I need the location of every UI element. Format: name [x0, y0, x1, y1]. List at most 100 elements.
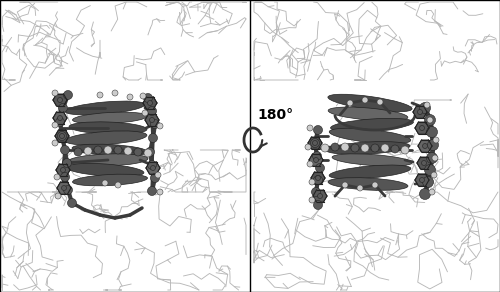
- Ellipse shape: [332, 154, 412, 166]
- Circle shape: [150, 117, 154, 123]
- Circle shape: [381, 144, 389, 152]
- Ellipse shape: [65, 131, 147, 145]
- Polygon shape: [311, 172, 325, 184]
- Circle shape: [424, 164, 436, 175]
- Polygon shape: [308, 137, 322, 149]
- Circle shape: [309, 197, 315, 203]
- Circle shape: [150, 119, 160, 128]
- Circle shape: [155, 172, 161, 178]
- Circle shape: [115, 182, 121, 188]
- Circle shape: [401, 146, 409, 154]
- Circle shape: [62, 185, 66, 190]
- Circle shape: [58, 131, 66, 140]
- Circle shape: [64, 185, 72, 194]
- Ellipse shape: [69, 122, 147, 134]
- Ellipse shape: [72, 112, 148, 124]
- Polygon shape: [143, 97, 157, 109]
- Circle shape: [58, 116, 62, 121]
- Polygon shape: [145, 114, 159, 126]
- Circle shape: [307, 161, 313, 167]
- Circle shape: [102, 180, 108, 186]
- Ellipse shape: [326, 142, 410, 154]
- Circle shape: [60, 133, 64, 138]
- Circle shape: [371, 144, 379, 152]
- Circle shape: [142, 110, 148, 116]
- Circle shape: [157, 189, 163, 195]
- Circle shape: [148, 107, 156, 116]
- Circle shape: [55, 193, 61, 199]
- Circle shape: [420, 126, 424, 131]
- Circle shape: [422, 176, 434, 187]
- Ellipse shape: [329, 165, 411, 179]
- Polygon shape: [53, 94, 67, 106]
- Polygon shape: [417, 157, 431, 169]
- Ellipse shape: [65, 101, 145, 115]
- Circle shape: [357, 185, 363, 191]
- Circle shape: [64, 91, 72, 100]
- Ellipse shape: [328, 107, 408, 121]
- Circle shape: [331, 143, 339, 151]
- Circle shape: [144, 149, 152, 157]
- Circle shape: [318, 194, 322, 199]
- Circle shape: [427, 117, 433, 123]
- Circle shape: [341, 143, 349, 151]
- Circle shape: [420, 178, 424, 182]
- Circle shape: [58, 98, 62, 102]
- Polygon shape: [418, 140, 432, 152]
- Circle shape: [58, 103, 68, 112]
- Circle shape: [52, 122, 58, 128]
- Circle shape: [391, 145, 399, 153]
- Polygon shape: [415, 122, 429, 134]
- Circle shape: [74, 148, 82, 156]
- Circle shape: [316, 175, 320, 180]
- Polygon shape: [146, 162, 160, 174]
- Circle shape: [140, 93, 146, 99]
- Circle shape: [424, 102, 430, 108]
- Circle shape: [84, 147, 92, 155]
- Circle shape: [68, 199, 76, 208]
- Circle shape: [97, 92, 103, 98]
- Circle shape: [148, 187, 156, 196]
- Ellipse shape: [66, 164, 144, 177]
- Ellipse shape: [72, 174, 148, 186]
- Circle shape: [377, 99, 383, 105]
- Circle shape: [321, 144, 329, 152]
- Circle shape: [62, 159, 72, 168]
- Polygon shape: [57, 182, 71, 194]
- Circle shape: [52, 90, 58, 96]
- Circle shape: [305, 144, 311, 150]
- Circle shape: [60, 168, 66, 173]
- Circle shape: [148, 133, 158, 142]
- Circle shape: [420, 189, 430, 199]
- Circle shape: [316, 164, 324, 173]
- Circle shape: [314, 126, 322, 135]
- Circle shape: [112, 90, 118, 96]
- Circle shape: [422, 143, 428, 149]
- Circle shape: [314, 157, 318, 163]
- Circle shape: [351, 144, 359, 152]
- Circle shape: [314, 175, 322, 185]
- Circle shape: [144, 93, 152, 102]
- Circle shape: [426, 126, 438, 138]
- Circle shape: [148, 161, 156, 169]
- Circle shape: [422, 161, 426, 166]
- Ellipse shape: [72, 144, 148, 156]
- Circle shape: [127, 94, 133, 100]
- Circle shape: [60, 173, 70, 182]
- Polygon shape: [55, 130, 69, 142]
- Circle shape: [428, 140, 438, 150]
- Circle shape: [310, 138, 320, 147]
- Polygon shape: [56, 164, 70, 176]
- Circle shape: [312, 187, 320, 197]
- Circle shape: [426, 152, 438, 164]
- Circle shape: [150, 166, 156, 171]
- Circle shape: [309, 179, 315, 185]
- Circle shape: [52, 140, 58, 146]
- Ellipse shape: [68, 154, 148, 166]
- Polygon shape: [313, 190, 327, 202]
- Circle shape: [431, 172, 437, 178]
- Circle shape: [134, 148, 142, 156]
- Text: 180°: 180°: [257, 108, 293, 122]
- Circle shape: [362, 97, 368, 103]
- Circle shape: [347, 100, 353, 106]
